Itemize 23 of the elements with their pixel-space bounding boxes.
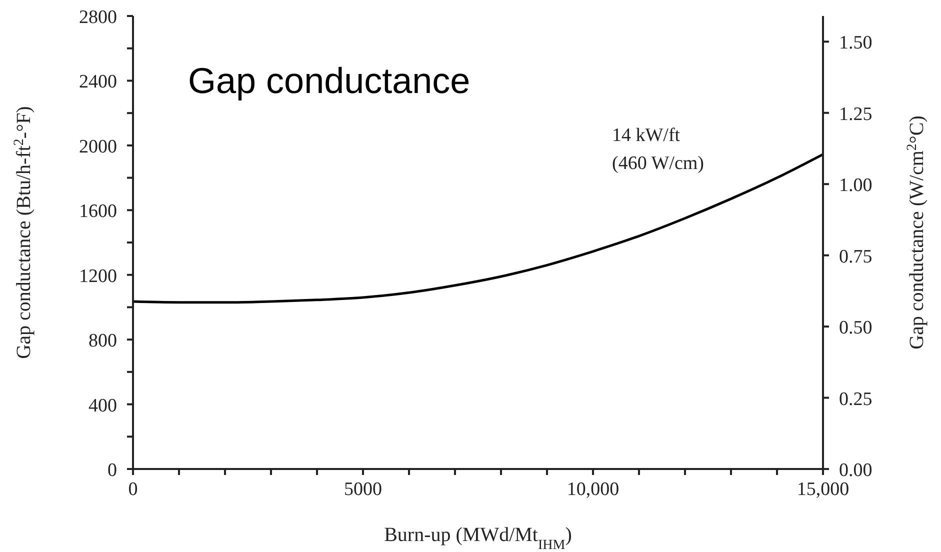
y2-tick-label: 0.75 [839, 246, 872, 268]
y2-tick-label: 0.25 [839, 388, 872, 410]
y-tick-label: 0 [108, 460, 117, 481]
y-tick-label: 1600 [79, 201, 117, 222]
line-series [133, 153, 823, 304]
annotation: 14 kW/ft (460 W/cm) [612, 124, 704, 176]
y-tick-label: 2400 [79, 72, 117, 93]
text: Gap conductance [188, 60, 470, 102]
y-tick-label: 400 [88, 395, 117, 416]
x-tick-label: 15,000 [796, 479, 850, 500]
x-tick-label: 0 [128, 479, 138, 500]
y-tick-label: 1200 [79, 266, 117, 287]
y2-tick-label: 1.00 [839, 175, 872, 196]
x-tick-label: 5000 [344, 479, 382, 500]
x-tick-label: 10,000 [566, 479, 620, 500]
y2-tick-label: 1.25 [839, 104, 872, 125]
y2-tick-label: 0.50 [839, 318, 872, 339]
x-axis-title: Burn-up (MWd/Mt$_{IHM}$) [384, 524, 572, 552]
y-tick-label: 800 [88, 330, 117, 352]
y-tick-label: 2800 [79, 7, 117, 28]
y-tick-label: 2000 [79, 136, 117, 158]
y2-tick-label: 1.50 [839, 32, 872, 54]
y2-tick-label: 0.00 [839, 460, 872, 481]
